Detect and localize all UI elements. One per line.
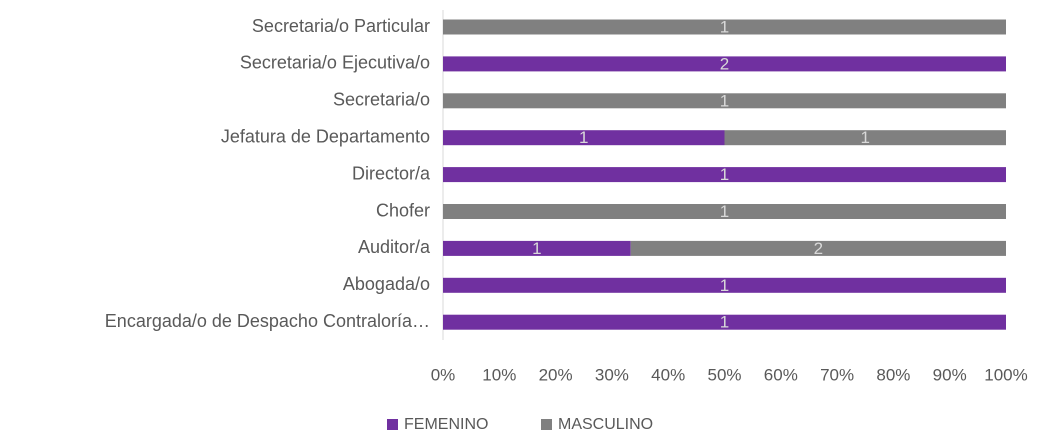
x-tick-label: 60%	[764, 365, 798, 384]
bar	[630, 240, 1006, 256]
x-tick-label: 20%	[539, 365, 573, 384]
x-tick-label: 10%	[482, 365, 516, 384]
bar	[443, 314, 1006, 330]
x-tick-label: 100%	[984, 365, 1027, 384]
data-label: 1	[720, 17, 729, 36]
data-label: 1	[720, 91, 729, 110]
bar	[724, 130, 1006, 146]
y-tick-label: Encargada/o de Despacho Contraloría…	[105, 311, 430, 331]
data-label: 1	[579, 128, 588, 147]
y-tick-label: Jefatura de Departamento	[221, 126, 430, 146]
bar	[443, 93, 1006, 109]
data-label: 2	[720, 54, 729, 73]
bar	[443, 277, 1006, 293]
x-tick-label: 40%	[651, 365, 685, 384]
x-tick-label: 80%	[876, 365, 910, 384]
y-tick-label: Secretaria/o	[333, 90, 430, 110]
x-tick-label: 50%	[707, 365, 741, 384]
data-label: 1	[861, 128, 870, 147]
legend-label: MASCULINO	[558, 416, 653, 433]
data-label: 1	[720, 165, 729, 184]
data-label: 1	[720, 202, 729, 221]
x-tick-label: 70%	[820, 365, 854, 384]
legend-swatch	[541, 419, 552, 430]
y-tick-label: Secretaria/o Particular	[252, 16, 430, 36]
bar	[443, 56, 1006, 72]
x-tick-label: 90%	[933, 365, 967, 384]
y-tick-label: Chofer	[376, 200, 430, 220]
data-label: 1	[532, 239, 541, 258]
bar	[443, 130, 725, 146]
legend-label: FEMENINO	[404, 416, 488, 433]
bar	[443, 204, 1006, 219]
y-tick-label: Director/a	[352, 163, 431, 183]
data-label: 1	[720, 313, 729, 332]
y-tick-label: Auditor/a	[358, 237, 431, 257]
x-tick-label: 0%	[431, 365, 456, 384]
x-tick-label: 30%	[595, 365, 629, 384]
y-tick-label: Secretaria/o Ejecutiva/o	[240, 53, 430, 73]
data-label: 2	[814, 239, 823, 258]
legend-swatch	[387, 419, 398, 430]
y-tick-label: Abogada/o	[343, 274, 430, 294]
bar	[443, 240, 631, 256]
bar	[443, 167, 1006, 183]
bar	[443, 19, 1006, 35]
data-label: 1	[720, 276, 729, 295]
